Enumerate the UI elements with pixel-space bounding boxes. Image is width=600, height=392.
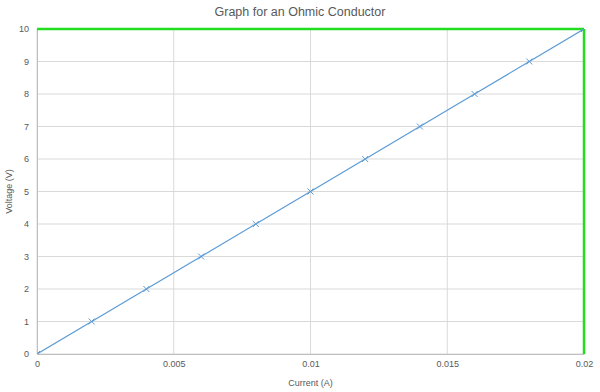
tick-label: 0.005 [163,359,186,369]
plot-area: 0 0.005 0.01 0.015 0.02 0 1 2 3 4 5 6 7 8 9 10 [19,24,593,369]
title: Graph for an Ohmic Conductor [215,5,386,19]
tick-label: 1 [24,317,29,327]
frame-top [37,28,584,31]
tick-label: 4 [24,219,29,229]
tick: 10 [19,24,37,34]
tick: 0.015 [436,354,459,369]
axis-line [37,30,38,355]
tick-label: 10 [19,24,29,34]
tick: 8 [24,89,37,99]
grid-line [37,159,584,160]
marker [89,319,95,325]
grid-line [37,224,584,225]
axis-line [38,354,585,355]
tick: 0 [24,349,37,359]
tick-label: 0.015 [436,359,459,369]
tick-label: 0 [24,349,29,359]
tick: 5 [24,187,37,197]
tick-label: 0.01 [302,359,320,369]
line [37,29,584,354]
tick: 1 [24,317,37,327]
frame-right [583,29,586,354]
grid-line [37,354,584,355]
grid-line [37,289,584,290]
tick-label: 6 [24,154,29,164]
marker [308,189,314,195]
marker [143,286,149,292]
chart: 0 0.005 0.01 0.015 0.02 0 1 2 3 4 5 6 7 8 9 10 Graph for… [0,0,600,392]
tick: 0 [35,354,40,369]
tick: 6 [24,154,37,164]
tick: 0.005 [163,354,186,369]
tick: 2 [24,284,37,294]
grid-line [37,256,584,257]
grid-line [37,29,38,354]
grid-line [37,94,584,95]
tick: 4 [24,219,37,229]
marker [417,124,423,130]
marker [472,91,478,97]
tick-label: 9 [24,57,29,67]
series [37,29,584,354]
grid-line [37,29,584,30]
marker [362,156,368,162]
x-axis: 0 0.005 0.01 0.015 0.02 [35,354,593,369]
marker [37,351,40,354]
tick-label: 0.02 [576,359,594,369]
tick-label: 0 [35,359,40,369]
tick-label: 2 [24,284,29,294]
y-axis-title: Voltage (V) [4,169,14,214]
tick: 7 [24,122,37,132]
grid-line [584,29,585,354]
marker [581,29,584,32]
tick: 9 [24,57,37,67]
marker [526,59,532,65]
tick: 3 [24,252,37,262]
tick: 0.01 [302,354,320,369]
marker [198,254,204,260]
tick: 0.02 [576,354,594,369]
x-axis-title: Current (A) [288,378,333,388]
tick-label: 3 [24,252,29,262]
grid [37,29,584,354]
tick-label: 7 [24,122,29,132]
grid-line [37,126,584,127]
tick-label: 5 [24,187,29,197]
grid-line [37,61,584,62]
y-axis: 0 1 2 3 4 5 6 7 8 9 10 [19,24,38,359]
grid-line [37,321,584,322]
background [0,0,600,392]
marker [253,221,259,227]
tick-label: 8 [24,89,29,99]
